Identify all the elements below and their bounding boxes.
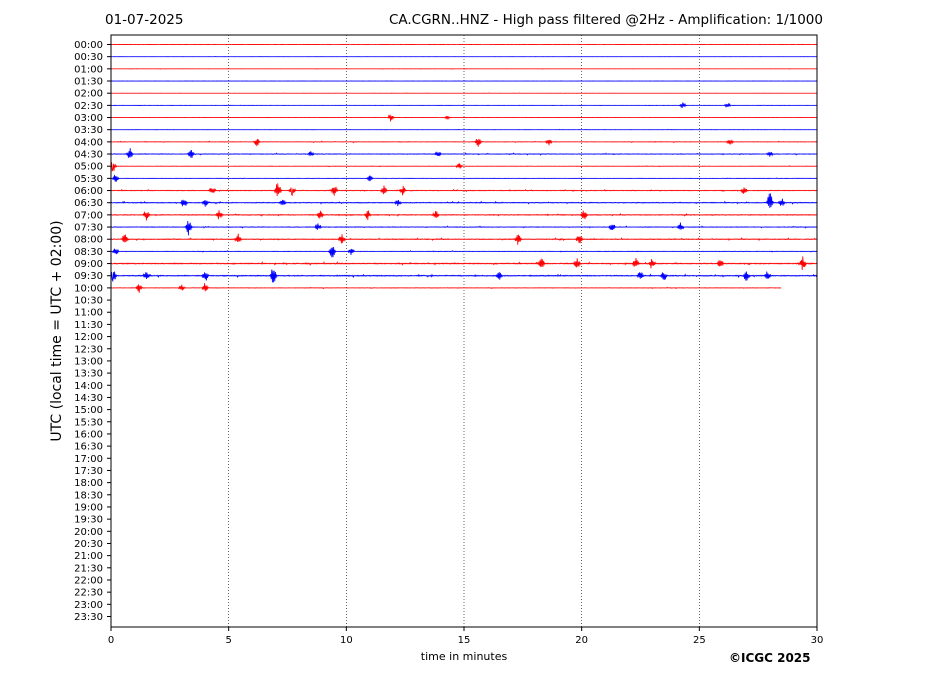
date-label: 01-07-2025 <box>105 12 184 28</box>
y-tick-label: 06:30 <box>74 198 103 209</box>
y-tick-label: 20:30 <box>74 539 103 550</box>
chart-title: CA.CGRN..HNZ - High pass filtered @2Hz -… <box>388 12 823 28</box>
y-tick-label: 00:00 <box>74 40 103 51</box>
trace-0830 <box>110 246 817 258</box>
y-tick-label: 03:30 <box>74 125 103 136</box>
x-tick-label: 15 <box>458 635 471 646</box>
y-tick-label: 23:00 <box>74 600 103 611</box>
trace-0400 <box>110 138 817 147</box>
trace-0600 <box>110 183 817 197</box>
y-tick-label: 10:00 <box>74 283 103 294</box>
y-tick-label: 04:30 <box>74 150 103 161</box>
y-tick-label: 21:30 <box>74 563 103 574</box>
y-tick-label: 21:00 <box>74 551 103 562</box>
y-tick-label: 18:00 <box>74 478 103 489</box>
y-tick-label: 05:30 <box>74 174 103 185</box>
y-tick-label: 20:00 <box>74 527 103 538</box>
trace-0800 <box>110 233 817 245</box>
y-tick-label: 09:00 <box>74 259 103 270</box>
y-tick-label: 18:30 <box>74 490 103 501</box>
copyright-label: ©ICGC 2025 <box>729 651 811 665</box>
y-tick-label: 23:30 <box>74 612 103 623</box>
y-tick-label: 19:00 <box>74 502 103 513</box>
y-tick-label: 08:00 <box>74 235 103 246</box>
y-tick-label: 08:30 <box>74 247 103 258</box>
y-tick-label: 01:00 <box>74 64 103 75</box>
y-tick-label: 12:00 <box>74 332 103 343</box>
x-tick-label: 25 <box>693 635 706 646</box>
plot-frame <box>110 34 818 628</box>
trace-0300 <box>110 114 817 122</box>
y-tick-label: 04:00 <box>74 137 103 148</box>
trace-0730 <box>110 220 817 236</box>
y-tick-label: 14:00 <box>74 381 103 392</box>
y-tick-label: 03:00 <box>74 113 103 124</box>
y-tick-label: 10:30 <box>74 296 103 307</box>
y-tick-label: 11:30 <box>74 320 103 331</box>
y-tick-label: 14:30 <box>74 393 103 404</box>
y-tick-label: 19:30 <box>74 515 103 526</box>
y-tick-label: 00:30 <box>74 52 103 63</box>
trace-0500 <box>110 162 817 172</box>
y-tick-label: 12:30 <box>74 344 103 355</box>
trace-0200 <box>110 92 817 94</box>
trace-0630 <box>110 193 817 208</box>
y-tick-label: 07:00 <box>74 210 103 221</box>
x-tick-label: 10 <box>340 635 353 646</box>
y-tick-label: 16:30 <box>74 442 103 453</box>
x-tick-label: 20 <box>575 635 588 646</box>
trace-0230 <box>110 102 817 109</box>
y-tick-label: 13:00 <box>74 356 103 367</box>
y-tick-label: 17:30 <box>74 466 103 477</box>
y-tick-label: 13:30 <box>74 369 103 380</box>
trace-0900 <box>110 256 817 270</box>
trace-0930 <box>110 269 817 283</box>
y-tick-label: 07:30 <box>74 223 103 234</box>
x-axis-label: time in minutes <box>420 650 508 663</box>
y-tick-label: 02:30 <box>74 101 103 112</box>
y-tick-label: 22:00 <box>74 575 103 586</box>
trace-0700 <box>110 210 817 221</box>
y-tick-label: 17:00 <box>74 454 103 465</box>
y-tick-label: 06:00 <box>74 186 103 197</box>
trace-0330 <box>110 128 817 131</box>
y-tick-label: 09:30 <box>74 271 103 282</box>
trace-1000 <box>110 283 782 293</box>
y-tick-label: 15:00 <box>74 405 103 416</box>
y-tick-label: 01:30 <box>74 77 103 88</box>
x-tick-label: 30 <box>811 635 824 646</box>
trace-0430 <box>110 148 817 158</box>
y-tick-label: 11:00 <box>74 308 103 319</box>
y-tick-label: 05:00 <box>74 162 103 173</box>
trace-0530 <box>110 174 817 182</box>
y-tick-label: 16:00 <box>74 429 103 440</box>
x-tick-label: 0 <box>108 635 114 646</box>
y-tick-label: 02:00 <box>74 89 103 100</box>
y-tick-label: 22:30 <box>74 588 103 599</box>
y-tick-label: 15:30 <box>74 417 103 428</box>
x-tick-label: 5 <box>225 635 231 646</box>
